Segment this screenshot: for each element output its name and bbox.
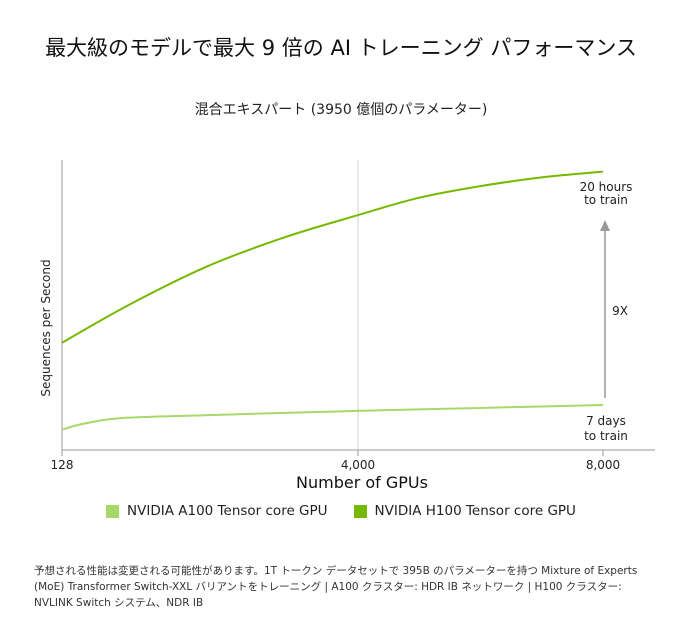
annotation-top-line2: to train [584,193,628,207]
legend-item-a100: NVIDIA A100 Tensor core GPU [106,503,328,519]
legend-item-h100: NVIDIA H100 Tensor core GPU [353,503,576,519]
speedup-arrow-head [600,220,610,231]
footnote: 予想される性能は変更される可能性があります。1T トークン データセットで 39… [34,565,638,609]
annotation-bottom-line2: to train [584,429,628,443]
x-axis-label: Number of GPUs [296,473,428,492]
x-tick-label-128: 128 [51,458,74,472]
series-line-a100 [61,404,604,431]
annotation-top-line1: 20 hours [580,180,633,194]
legend-swatch-h100 [353,504,367,518]
legend-swatch-a100 [106,504,120,518]
chart-subtitle: 混合エキスパート (3950 億個のパラメーター) [194,102,488,118]
series-line-h100 [61,170,604,344]
y-axis-label: Sequences per Second [39,259,53,396]
line-chart: 128 4,000 8,000 Number of GPUs Sequences… [39,160,655,492]
chart-title: 最大級のモデルで最大 9 倍の AI トレーニング パフォーマンス [45,36,637,60]
legend-label-h100: NVIDIA H100 Tensor core GPU [374,503,576,519]
x-tick-label-4000: 4,000 [341,458,375,472]
series-group [61,170,604,431]
legend: NVIDIA A100 Tensor core GPU NVIDIA H100 … [0,503,682,519]
x-tick-label-8000: 8,000 [586,458,620,472]
legend-label-a100: NVIDIA A100 Tensor core GPU [127,503,328,519]
annotation-bottom-line1: 7 days [586,414,626,428]
annotation-speedup: 9X [612,304,628,318]
